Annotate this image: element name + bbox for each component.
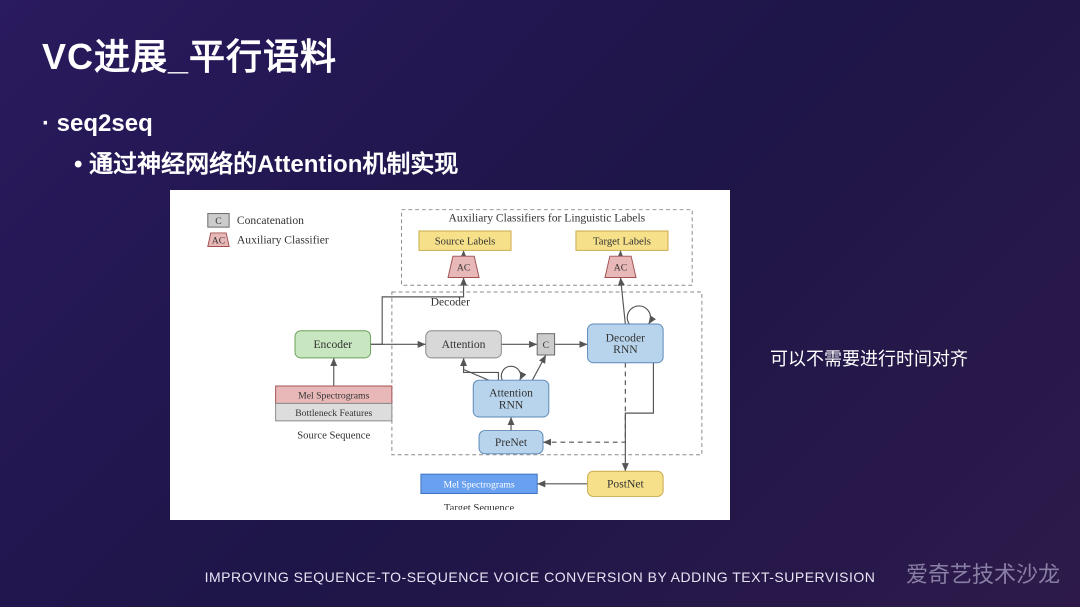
svg-text:C: C [215,216,221,227]
side-note: 可以不需要进行时间对齐 [770,345,968,371]
svg-text:Auxiliary Classifiers for Ling: Auxiliary Classifiers for Linguistic Lab… [449,211,646,224]
svg-text:AC: AC [212,236,225,247]
flowchart-svg: Auxiliary Classifiers for Linguistic Lab… [180,200,720,510]
bullet-list: seq2seq 通过神经网络的Attention机制实现 [0,80,1080,179]
svg-text:AC: AC [614,263,627,274]
svg-text:Bottleneck Features: Bottleneck Features [295,408,372,419]
svg-text:AC: AC [457,263,470,274]
svg-text:RNN: RNN [499,398,524,411]
svg-text:Mel Spectrograms: Mel Spectrograms [298,391,369,402]
bullet-level1: seq2seq [42,110,1080,138]
svg-text:Target Labels: Target Labels [593,237,651,248]
diagram-panel: Auxiliary Classifiers for Linguistic Lab… [170,190,730,520]
svg-text:Source Labels: Source Labels [435,237,496,248]
svg-text:PostNet: PostNet [607,478,645,491]
svg-text:Target Sequence: Target Sequence [444,503,515,510]
bullet-level2: 通过神经网络的Attention机制实现 [42,144,1080,179]
svg-text:PreNet: PreNet [495,436,528,449]
svg-text:Auxiliary Classifier: Auxiliary Classifier [237,234,329,247]
svg-text:Encoder: Encoder [313,338,352,351]
page-title: VC进展_平行语料 [0,0,1080,80]
svg-text:Mel Spectrograms: Mel Spectrograms [443,480,514,491]
svg-text:Decoder: Decoder [431,296,470,309]
svg-text:Concatenation: Concatenation [237,214,304,227]
svg-text:RNN: RNN [613,343,638,356]
svg-text:Attention: Attention [442,338,486,351]
svg-text:Source Sequence: Source Sequence [297,430,370,441]
watermark: 爱奇艺技术沙龙 [906,557,1060,589]
svg-text:C: C [543,340,549,351]
